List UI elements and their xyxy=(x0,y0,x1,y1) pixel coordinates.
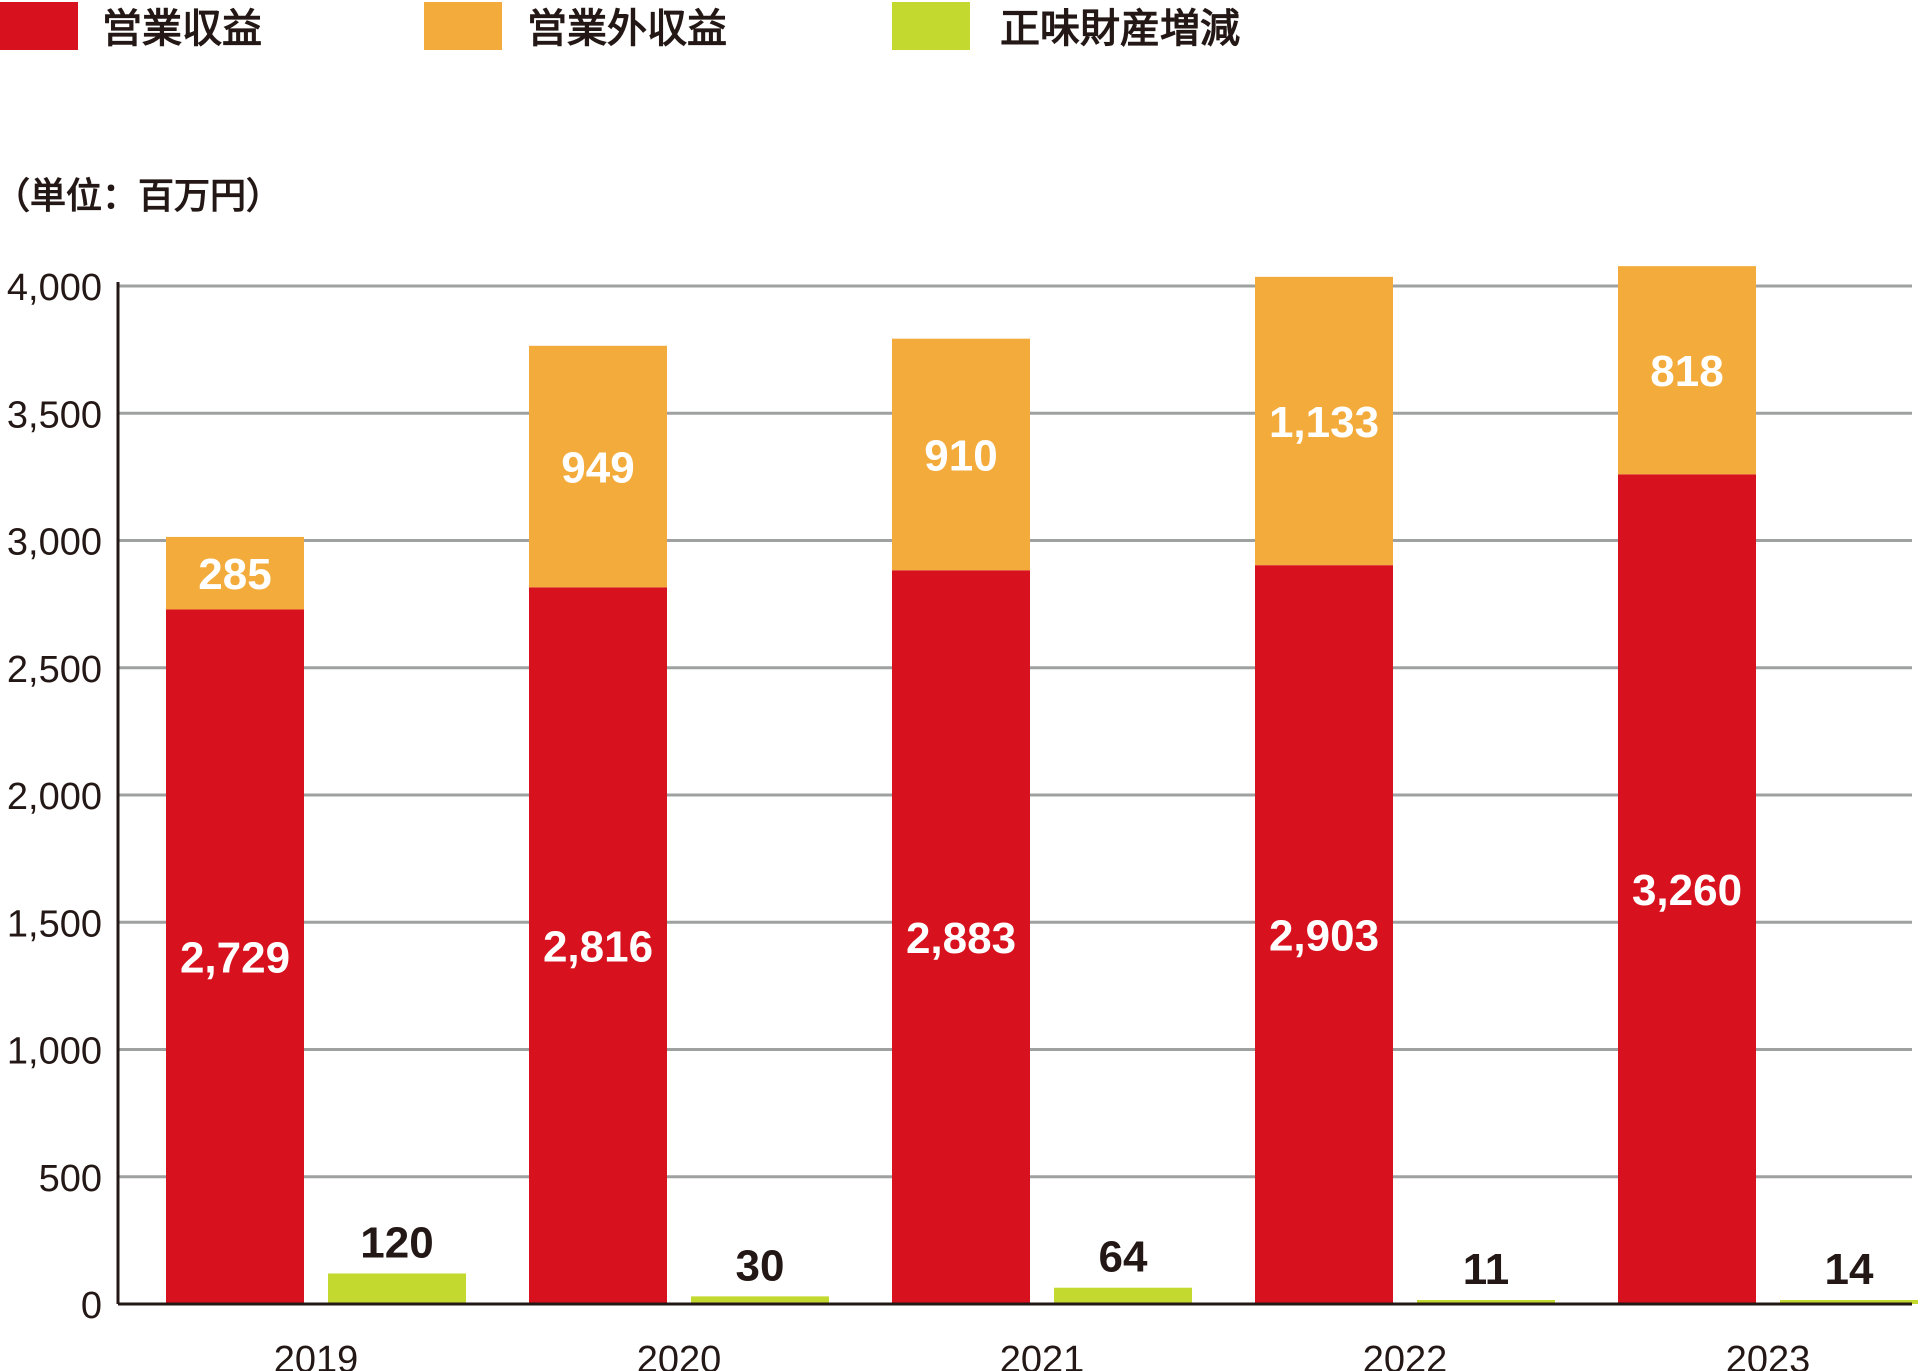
value-label-net-assets-change-2019: 120 xyxy=(360,1218,433,1267)
legend-label-non-operating-revenue: 営業外収益 xyxy=(527,6,727,52)
legend-swatch-net-assets-change xyxy=(892,2,970,50)
value-label-net-assets-change-2023: 14 xyxy=(1825,1245,1874,1294)
x-tick-label: 2023 xyxy=(1726,1339,1811,1371)
bar-non-operating-revenue-2019 xyxy=(166,536,304,610)
value-label-non-operating-revenue-2019: 285 xyxy=(198,550,271,599)
bar-non-operating-revenue-2020 xyxy=(529,345,667,588)
bar-net-assets-change-2021 xyxy=(1054,1287,1192,1304)
y-tick-label: 0 xyxy=(81,1285,102,1327)
bar-non-operating-revenue-2022 xyxy=(1255,276,1393,566)
y-tick-label: 2,500 xyxy=(7,649,102,691)
bar-operating-revenue-2020 xyxy=(529,587,667,1304)
value-label-non-operating-revenue-2022: 1,133 xyxy=(1269,398,1379,447)
y-tick-label: 1,500 xyxy=(7,903,102,945)
bar-net-assets-change-2022 xyxy=(1417,1300,1555,1304)
value-label-non-operating-revenue-2023: 818 xyxy=(1650,347,1723,396)
bar-net-assets-change-2023 xyxy=(1780,1300,1918,1304)
value-label-operating-revenue-2022: 2,903 xyxy=(1269,912,1379,961)
value-label-net-assets-change-2020: 30 xyxy=(736,1241,785,1290)
legend-swatch-non-operating-revenue xyxy=(424,2,502,50)
value-label-non-operating-revenue-2021: 910 xyxy=(924,431,997,480)
y-tick-label: 500 xyxy=(39,1158,102,1200)
y-tick-label: 2,000 xyxy=(7,776,102,818)
bar-net-assets-change-2020 xyxy=(691,1296,829,1304)
y-axis-tick-labels: 0 500 1,000 1,500 2,000 2,500 3,000 3,500 4,000 xyxy=(7,267,102,1327)
bars xyxy=(166,266,1918,1305)
x-tick-label: 2019 xyxy=(274,1339,359,1371)
value-label-operating-revenue-2023: 3,260 xyxy=(1632,866,1742,915)
y-tick-label: 1,000 xyxy=(7,1031,102,1073)
x-tick-label: 2020 xyxy=(637,1339,722,1371)
legend: 営業収益 営業外収益 正味財産増減 xyxy=(0,2,1240,52)
legend-label-operating-revenue: 営業収益 xyxy=(102,6,262,52)
x-tick-label: 2021 xyxy=(1000,1339,1085,1371)
bar-operating-revenue-2022 xyxy=(1255,565,1393,1304)
y-tick-label: 4,000 xyxy=(7,267,102,309)
legend-label-net-assets-change: 正味財産増減 xyxy=(1000,6,1240,52)
bar-operating-revenue-2021 xyxy=(892,570,1030,1304)
value-label-non-operating-revenue-2020: 949 xyxy=(561,444,634,493)
x-axis-tick-labels: 2019 2020 2021 2022 2023 xyxy=(274,1339,1811,1371)
bar-operating-revenue-2023 xyxy=(1618,474,1756,1305)
value-label-operating-revenue-2020: 2,816 xyxy=(543,923,653,972)
y-tick-label: 3,500 xyxy=(7,394,102,436)
unit-label: （単位：百万円） xyxy=(0,176,282,217)
value-label-operating-revenue-2019: 2,729 xyxy=(180,934,290,983)
y-tick-label: 3,000 xyxy=(7,522,102,564)
value-label-net-assets-change-2021: 64 xyxy=(1099,1233,1148,1282)
bar-value-labels: 2,729 285 120 2,816 949 30 2,883 910 64 2,903 1,13… xyxy=(180,347,1874,1294)
bar-operating-revenue-2019 xyxy=(166,609,304,1304)
value-label-net-assets-change-2022: 11 xyxy=(1463,1245,1510,1294)
bar-net-assets-change-2019 xyxy=(328,1273,466,1304)
bar-non-operating-revenue-2023 xyxy=(1618,266,1756,475)
bar-non-operating-revenue-2021 xyxy=(892,338,1030,571)
value-label-operating-revenue-2021: 2,883 xyxy=(906,914,1016,963)
x-tick-label: 2022 xyxy=(1363,1339,1448,1371)
legend-swatch-operating-revenue xyxy=(0,2,78,50)
